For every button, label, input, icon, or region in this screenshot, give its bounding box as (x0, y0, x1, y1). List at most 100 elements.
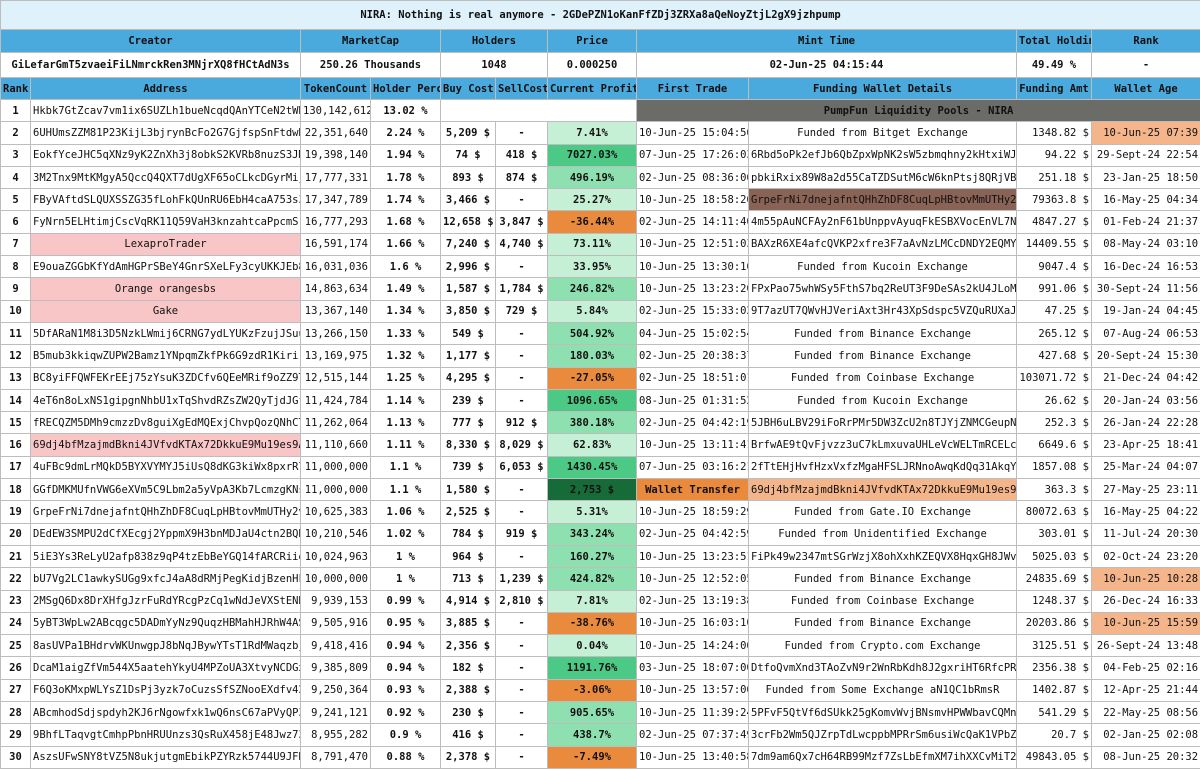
holder-address[interactable]: 5DfARaN1M8i3D5NzkLWmij6CRNG7ydLYUKzFzujJ… (31, 322, 301, 344)
holder-percent: 1.1 % (371, 479, 441, 501)
funding-amount: 14409.55 $ (1017, 233, 1092, 255)
funding-wallet[interactable]: BAXzR6XE4afcQVKP2xfre3F7aAvNzLMCcDNDY2EQ… (749, 233, 1017, 255)
holder-address[interactable]: 9BhfLTaqvgtCmhpPbnHRUUnzs3QsRuX458jE48Jw… (31, 724, 301, 746)
funding-amount: 24835.69 $ (1017, 568, 1092, 590)
holder-address[interactable]: 5iE3Ys3ReLyU2afp838z9qP4tzEbBeYGQ14fARCR… (31, 545, 301, 567)
holder-address[interactable]: 4eT6n8oLxNS1gipgnNhbU1xTqShvdRZsZW2QyTjd… (31, 389, 301, 411)
col-wallet-age[interactable]: Wallet Age (1092, 78, 1200, 100)
holder-address[interactable]: GrpeFrNi7dnejafntQHhZhDF8CuqLpHBtovMmUTH… (31, 501, 301, 523)
holder-address[interactable]: 5yBT3WpLw2ABcqgc5DADmYyNz9QuqzHBMahHJRhW… (31, 612, 301, 634)
funding-wallet[interactable]: DtfoQvmXnd3TAoZvN9r2WnRbKdh8J2gxriHT6Rfc… (749, 657, 1017, 679)
current-profit: 380.18% (548, 412, 637, 434)
col-funding-wallet[interactable]: Funding Wallet Details (749, 78, 1017, 100)
funding-wallet[interactable]: FPxPao75whWSy5FthS7bq2ReUT3F9DeSAs2kU4JL… (749, 278, 1017, 300)
holder-address[interactable]: AszsUFwSNY8tVZ5N8ukjutgmEbikPZYRzk5744U9… (31, 746, 301, 768)
holder-address[interactable]: DcaM1aigZfVm544X5aatehYkyU4MPZoUA3XtvyNC… (31, 657, 301, 679)
sell-cost: 874 $ (496, 166, 548, 188)
funding-wallet[interactable]: GrpeFrNi7dnejafntQHhZhDF8CuqLpHBtovMmUTH… (749, 189, 1017, 211)
row-rank: 27 (1, 679, 31, 701)
buy-cost: 3,466 $ (441, 189, 496, 211)
holder-address[interactable]: E9ouaZGGbKfYdAmHGPrSBeY4GnrSXeLFy3cyUKKJ… (31, 256, 301, 278)
holder-address[interactable]: FyNrn5ELHtimjCscVqRK11Q59VaH3knzahtcaPpc… (31, 211, 301, 233)
buy-cost: 549 $ (441, 322, 496, 344)
col-buy-cost[interactable]: Buy Cost (441, 78, 496, 100)
row-rank: 3 (1, 144, 31, 166)
funding-wallet: Funded from Kucoin Exchange (749, 256, 1017, 278)
funding-wallet[interactable]: pbkiRxix89W8a2d55CaTZDSutM6cW6knPtsj8QRj… (749, 166, 1017, 188)
holder-address[interactable]: DEdEW3SMPU2dCfXEcgj2YppmX9H3bnMDJaU4ctn2… (31, 523, 301, 545)
holder-address[interactable]: EokfYceJHC5qXNz9yK2ZnXh3j8obkS2KVRb8nuzS… (31, 144, 301, 166)
funding-wallet[interactable]: 7dm9am6Qx7cH64RB99Mzf7ZsLbEfmXM7ihXXCvMi… (749, 746, 1017, 768)
funding-wallet[interactable]: 4m55pAuNCFAy2nF61bUnppvAyuqFkESBXVocEnVL… (749, 211, 1017, 233)
funding-amount: 1348.82 $ (1017, 122, 1092, 144)
funding-wallet[interactable]: 5JBH6uLBV29iFoRrPMr5DW3ZcU2n8TJYjZNMCGeu… (749, 412, 1017, 434)
holder-percent: 1.74 % (371, 189, 441, 211)
funding-wallet[interactable]: FiPk49w2347mtSGrWzjX8ohXxhKZEQVX8HqxGH8J… (749, 545, 1017, 567)
col-first-trade[interactable]: First Trade (637, 78, 749, 100)
token-count: 17,347,789 (301, 189, 371, 211)
first-trade: 10-Jun-25 15:04:56 (637, 122, 749, 144)
col-token-count[interactable]: TokenCount (301, 78, 371, 100)
holder-address[interactable]: fRECQZM5DMh9cmzzDv8guiXgEdMQExjChvpQozQN… (31, 412, 301, 434)
row-rank: 9 (1, 278, 31, 300)
buy-cost: 713 $ (441, 568, 496, 590)
funding-wallet[interactable]: BrfwAE9tQvFjvzz3uC7kLmxuvaUHLeVcWELTmRCE… (749, 434, 1017, 456)
holder-address[interactable]: LexaproTrader (31, 233, 301, 255)
holder-address[interactable]: GGfDMKMUfnVWG6eXVm5C9Lbm2a5yVpA3Kb7Lcmzg… (31, 479, 301, 501)
funding-wallet[interactable]: 6Rbd5oPk2efJb6QbZpxWpNK2sW5zbmqhny2kHtxi… (749, 144, 1017, 166)
holder-address[interactable]: 8asUVPa1BHdrvWKUnwgpJ8bNqJBywYTsT1RdMWaq… (31, 635, 301, 657)
holder-address[interactable]: B5mub3kkiqwZUPW2Bamz1YNpqmZkfPk6G9zdR1Ki… (31, 345, 301, 367)
sell-cost: - (496, 635, 548, 657)
creator-value[interactable]: GiLefarGmT5zvaeiFiLNmrckRen3MNjrXQ8fHCtA… (1, 53, 301, 78)
funding-wallet[interactable]: 5PFvF5QtVf6dSUkk25gKomvWvjBNsmvHPWWbavCQ… (749, 702, 1017, 724)
col-funding-amt[interactable]: Funding Amt (1017, 78, 1092, 100)
wallet-age: 26-Dec-24 16:33 (1092, 590, 1200, 612)
holder-address[interactable]: Gake (31, 300, 301, 322)
holder-address[interactable]: F6Q3oKMxpWLYsZ1DsPj3yzk7oCuzsSfSZNooEXdf… (31, 679, 301, 701)
col-rank[interactable]: Rank (1, 78, 31, 100)
holder-address[interactable]: FByVAftdSLQUXSSZG35fLohFkQUnRU6EbH4caA75… (31, 189, 301, 211)
holder-percent: 0.95 % (371, 612, 441, 634)
buy-cost: 2,388 $ (441, 679, 496, 701)
holder-address[interactable]: 4uFBc9dmLrMQkD5BYXVYMYJ5iUsQ8dKG3kiWx8px… (31, 456, 301, 478)
holder-address[interactable]: Orange orangesbs (31, 278, 301, 300)
holder-address[interactable]: 69dj4bfMzajmdBkni4JVfvdKTAx72DkkuE9Mu19e… (31, 434, 301, 456)
marketcap-value: 250.26 Thousands (301, 53, 441, 78)
holder-percent: 0.88 % (371, 746, 441, 768)
holder-address[interactable]: bU7Vg2LC1awkySUGg9xfcJ4aA8dRMjPegKidjBze… (31, 568, 301, 590)
row-rank: 18 (1, 479, 31, 501)
holder-address[interactable]: 3M2Tnx9MtKMgyA5QccQ4QXT7dUgXF65oCLkcDGyr… (31, 166, 301, 188)
col-current-profit[interactable]: Current Profit (548, 78, 637, 100)
holder-percent: 1.34 % (371, 300, 441, 322)
holder-address[interactable]: 6UHUmsZZM81P23KijL3bjrynBcFo2G7GjfspSnFt… (31, 122, 301, 144)
token-count: 22,351,640 (301, 122, 371, 144)
col-sell-cost[interactable]: SellCost (496, 78, 548, 100)
wallet-age: 10-Jun-25 15:59 (1092, 612, 1200, 634)
current-profit: 25.27% (548, 189, 637, 211)
wallet-age: 10-Jun-25 10:28 (1092, 568, 1200, 590)
first-trade: 10-Jun-25 11:39:24 (637, 702, 749, 724)
holder-address[interactable]: BC8yiFFQWFEKrEEj75zYsuK3ZDCfv6QEeMRif9oZ… (31, 367, 301, 389)
col-holder-perc[interactable]: Holder Perc (371, 78, 441, 100)
first-trade: Wallet Transfer (637, 479, 749, 501)
first-trade: 02-Jun-25 04:42:19 (637, 412, 749, 434)
holder-address[interactable]: Hkbk7GtZcav7vm1ix6SUZLh1bueNcqdQAnYTCeN2… (31, 100, 301, 122)
col-address[interactable]: Address (31, 78, 301, 100)
current-profit: 424.82% (548, 568, 637, 590)
funding-wallet[interactable]: 69dj4bfMzajmdBkni4JVfvdKTAx72DkkuE9Mu19e… (749, 479, 1017, 501)
funding-wallet[interactable]: 9T7azUT7QWvHJVeriAxt3Hr43XpSdspc5VZQuRUX… (749, 300, 1017, 322)
holder-address[interactable]: ABcmhodSdjspdyh2KJ6rNgowfxk1wQ6nsC67aPVy… (31, 702, 301, 724)
token-count: 8,955,282 (301, 724, 371, 746)
current-profit: -7.49% (548, 746, 637, 768)
holder-address[interactable]: 2MSgQ6Dx8DrXHfgJzrFuRdYRcgPzCq1wNdJeVXSt… (31, 590, 301, 612)
holder-percent: 1.25 % (371, 367, 441, 389)
token-count: 13,266,150 (301, 322, 371, 344)
funding-wallet[interactable]: 3crFb2Wm5QJZrpTdLwcppbMPRrSm6usiWcQaK1VP… (749, 724, 1017, 746)
funding-wallet[interactable]: 2fTtEHjHvfHzxVxfzMgaHFSLJRNnoAwqKdQq31Ak… (749, 456, 1017, 478)
current-profit: 7027.03% (548, 144, 637, 166)
wallet-age: 23-Jan-25 18:50 (1092, 166, 1200, 188)
